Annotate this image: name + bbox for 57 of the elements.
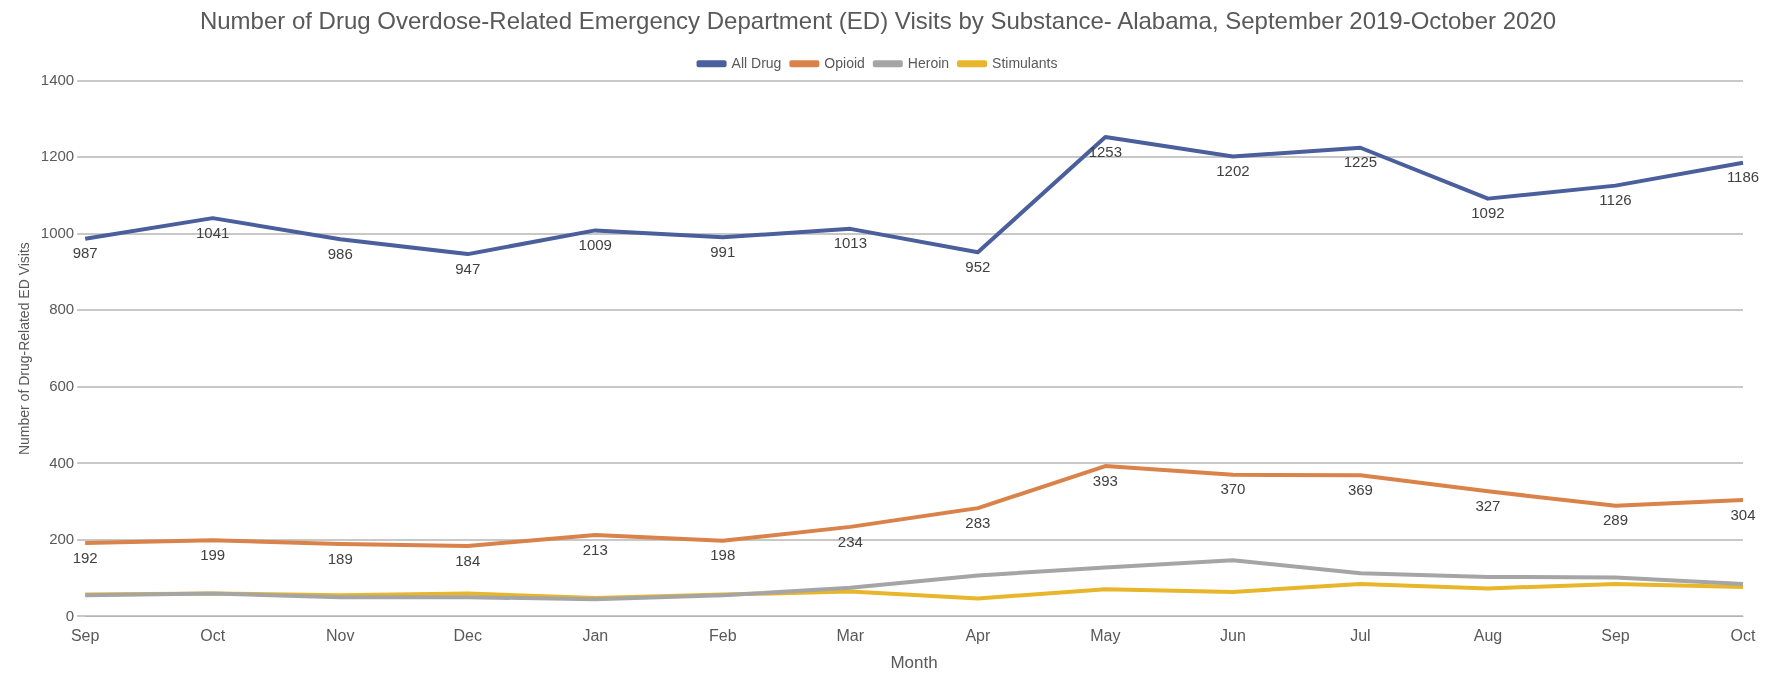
data-label: 192 bbox=[72, 548, 98, 566]
data-label: 369 bbox=[1347, 480, 1373, 498]
data-label: 1186 bbox=[1726, 168, 1760, 186]
x-tick-label: Oct bbox=[200, 627, 226, 645]
y-tick-label: 200 bbox=[49, 530, 75, 548]
y-tick-label: 600 bbox=[49, 377, 75, 394]
data-label: 198 bbox=[710, 546, 736, 564]
data-label: 1253 bbox=[1088, 142, 1123, 160]
x-tick-label: Jan bbox=[582, 627, 609, 645]
data-label: 947 bbox=[455, 259, 481, 277]
y-axis-title: Number of Drug-Related ED Visits bbox=[16, 242, 33, 456]
y-tick-label: 1400 bbox=[40, 70, 75, 88]
data-label: 184 bbox=[455, 551, 481, 569]
data-label: 289 bbox=[1602, 511, 1628, 529]
data-label: 213 bbox=[582, 540, 608, 558]
x-tick-label: Oct bbox=[1730, 627, 1756, 645]
data-label: 987 bbox=[72, 244, 98, 262]
y-tick-label: 1200 bbox=[40, 147, 75, 165]
x-tick-label: Nov bbox=[325, 627, 355, 645]
data-label: 1041 bbox=[196, 223, 230, 241]
data-label: 327 bbox=[1475, 496, 1501, 514]
data-label: 189 bbox=[327, 549, 353, 567]
x-tick-label: Sep bbox=[70, 627, 100, 645]
x-tick-label: May bbox=[1090, 627, 1121, 645]
data-label: 1009 bbox=[578, 236, 612, 254]
x-axis-title: Month bbox=[890, 653, 938, 673]
legend-label: Stimulants bbox=[992, 54, 1058, 71]
x-tick-label: Mar bbox=[836, 627, 865, 645]
x-tick-label: Feb bbox=[709, 627, 737, 645]
x-tick-label: Dec bbox=[453, 627, 482, 645]
x-tick-label: Aug bbox=[1473, 627, 1503, 645]
legend-label: All Drug bbox=[731, 54, 782, 71]
data-label: 991 bbox=[710, 242, 736, 260]
data-label: 304 bbox=[1730, 505, 1756, 523]
legend-label: Heroin bbox=[907, 54, 950, 71]
data-label: 986 bbox=[327, 244, 353, 262]
chart-title: Number of Drug Overdose-Related Emergency Department (ED) Visits by Substance- Alabama, September 2019-October 2020 bbox=[199, 7, 1557, 35]
data-label: 1202 bbox=[1216, 162, 1250, 180]
data-label: 1013 bbox=[833, 234, 868, 252]
data-label: 393 bbox=[1092, 471, 1118, 489]
data-label: 952 bbox=[965, 257, 991, 275]
y-tick-label: 400 bbox=[49, 453, 75, 471]
data-label: 283 bbox=[965, 513, 991, 531]
x-tick-label: Jun bbox=[1220, 627, 1246, 645]
x-tick-label: Apr bbox=[965, 627, 991, 645]
legend-label: Opioid bbox=[824, 54, 865, 71]
y-tick-label: 800 bbox=[49, 300, 75, 318]
data-label: 370 bbox=[1220, 480, 1246, 498]
data-label: 1092 bbox=[1471, 204, 1505, 222]
data-label: 199 bbox=[200, 545, 226, 563]
y-tick-label: 0 bbox=[65, 606, 75, 624]
x-tick-label: Sep bbox=[1601, 627, 1630, 645]
data-label: 1126 bbox=[1599, 191, 1632, 209]
data-label: 234 bbox=[837, 532, 863, 550]
x-tick-label: Jul bbox=[1350, 627, 1371, 645]
y-tick-label: 1000 bbox=[40, 223, 75, 241]
data-label: 1225 bbox=[1343, 153, 1378, 171]
